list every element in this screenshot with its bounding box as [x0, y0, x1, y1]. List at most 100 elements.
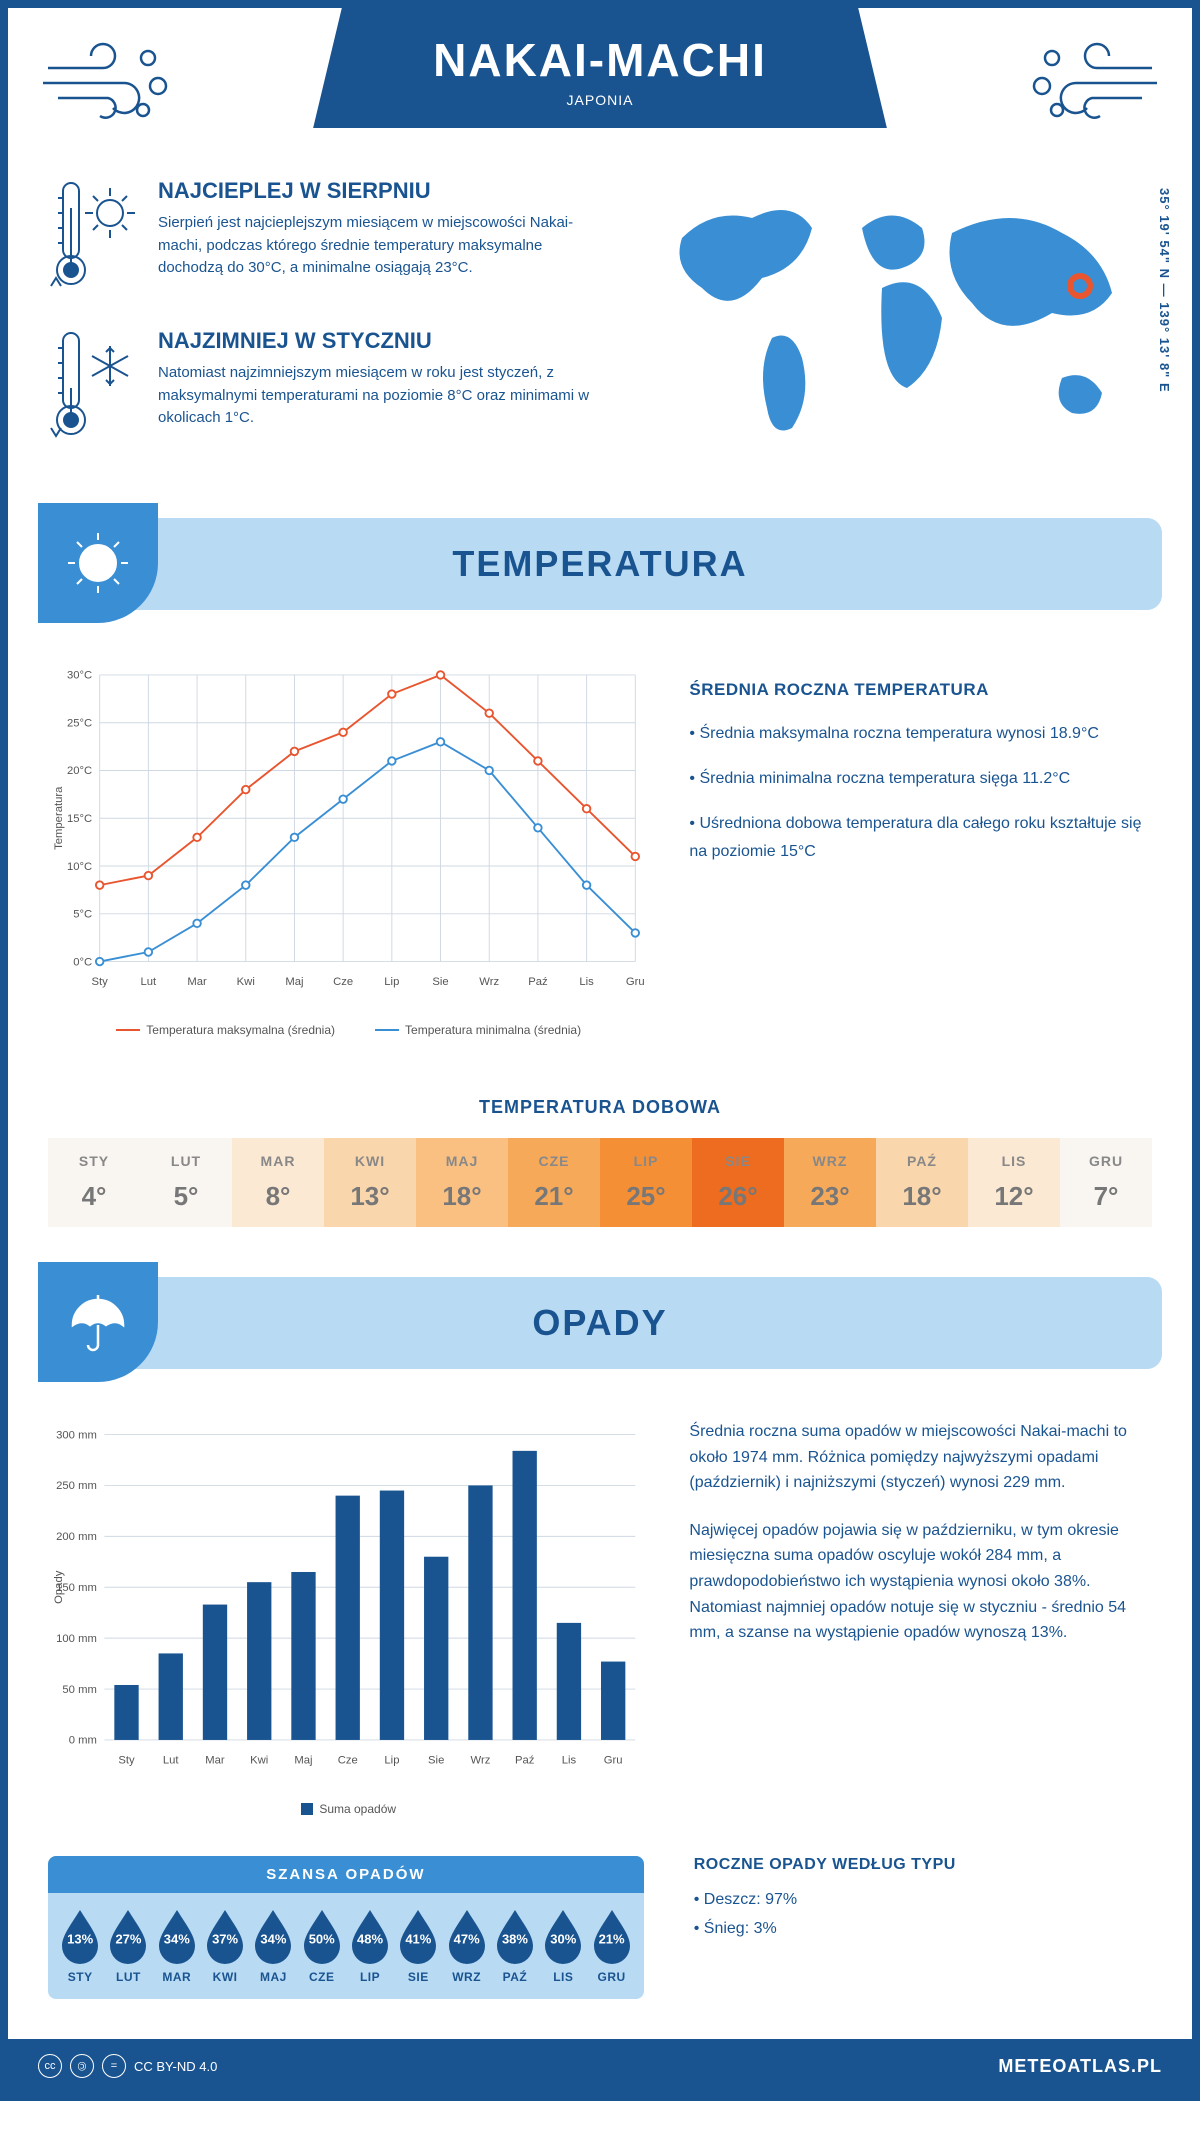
daily-cell: STY4° [48, 1138, 140, 1227]
temp-info-title: ŚREDNIA ROCZNA TEMPERATURA [689, 680, 1152, 700]
header: NAKAI-MACHI JAPONIA [8, 8, 1192, 168]
world-map [632, 178, 1152, 458]
chance-cell: 34%MAR [153, 1908, 201, 1984]
svg-text:Lut: Lut [141, 976, 158, 988]
daily-cell: CZE21° [508, 1138, 600, 1227]
svg-text:0°C: 0°C [73, 956, 92, 968]
daily-cell: MAR8° [232, 1138, 324, 1227]
svg-text:Mar: Mar [187, 976, 207, 988]
svg-text:Opady: Opady [53, 1570, 65, 1604]
page-subtitle: JAPONIA [433, 92, 767, 108]
page-title: NAKAI-MACHI [433, 33, 767, 87]
precip-legend: Suma opadów [48, 1802, 649, 1816]
chance-cell: 38%PAŹ [491, 1908, 539, 1984]
svg-text:25°C: 25°C [67, 717, 92, 729]
intro-section: NAJCIEPLEJ W SIERPNIU Sierpień jest najc… [8, 168, 1192, 518]
temperature-title: TEMPERATURA [78, 543, 1122, 585]
cc-icon: cc [38, 2054, 62, 2078]
svg-text:Paź: Paź [528, 976, 548, 988]
temperature-line-chart: 0°C5°C10°C15°C20°C25°C30°CStyLutMarKwiMa… [48, 650, 649, 1010]
warm-block: NAJCIEPLEJ W SIERPNIU Sierpień jest najc… [48, 178, 592, 298]
precipitation-bar-chart: 0 mm50 mm100 mm150 mm200 mm250 mm300 mmS… [48, 1409, 649, 1789]
chance-title: SZANSA OPADÓW [48, 1856, 644, 1893]
chance-cell: 13%STY [56, 1908, 104, 1984]
svg-text:300 mm: 300 mm [56, 1429, 97, 1441]
by-icon: 🄯 [70, 2054, 94, 2078]
temp-bullet: • Średnia maksymalna roczna temperatura … [689, 720, 1152, 747]
svg-text:Lut: Lut [163, 1754, 180, 1766]
temperature-header: TEMPERATURA [38, 518, 1162, 610]
chance-cell: 37%KWI [201, 1908, 249, 1984]
daily-cell: SIE26° [692, 1138, 784, 1227]
precipitation-info: Średnia roczna suma opadów w miejscowośc… [689, 1409, 1152, 1816]
thermometer-snow-icon [48, 328, 138, 448]
svg-text:50 mm: 50 mm [62, 1684, 96, 1696]
svg-text:10°C: 10°C [67, 861, 92, 873]
nd-icon: = [102, 2054, 126, 2078]
precipitation-title: OPADY [78, 1302, 1122, 1344]
title-banner: NAKAI-MACHI JAPONIA [313, 8, 887, 128]
map-block: 35° 19' 54" N — 139° 13' 8" E [632, 178, 1152, 478]
svg-text:200 mm: 200 mm [56, 1531, 97, 1543]
precip-type-panel: ROCZNE OPADY WEDŁUG TYPU • Deszcz: 97%• … [694, 1856, 1152, 1999]
svg-text:Sie: Sie [428, 1754, 444, 1766]
svg-text:250 mm: 250 mm [56, 1480, 97, 1492]
svg-text:Gru: Gru [626, 976, 645, 988]
warm-text: Sierpień jest najcieplejszym miesiącem w… [158, 212, 592, 280]
warm-title: NAJCIEPLEJ W SIERPNIU [158, 178, 592, 204]
wind-icon-right [1022, 38, 1162, 128]
chance-cell: 48%LIP [346, 1908, 394, 1984]
temp-bullet: • Uśredniona dobowa temperatura dla całe… [689, 810, 1152, 864]
temperature-info: ŚREDNIA ROCZNA TEMPERATURA • Średnia mak… [689, 650, 1152, 1037]
svg-text:Lis: Lis [579, 976, 594, 988]
svg-text:Cze: Cze [338, 1754, 358, 1766]
svg-text:Lip: Lip [384, 976, 399, 988]
license-text: CC BY-ND 4.0 [134, 2059, 217, 2074]
sun-section-icon [38, 503, 158, 623]
license-block: cc 🄯 = CC BY-ND 4.0 [38, 2054, 217, 2078]
svg-text:100 mm: 100 mm [56, 1633, 97, 1645]
svg-text:Maj: Maj [285, 976, 303, 988]
temp-legend: Temperatura maksymalna (średnia) Tempera… [48, 1023, 649, 1037]
svg-text:Sty: Sty [92, 976, 109, 988]
thermometer-sun-icon [48, 178, 138, 298]
svg-text:0 mm: 0 mm [69, 1735, 97, 1747]
chance-cell: 21%GRU [587, 1908, 635, 1984]
chance-cell: 34%MAJ [249, 1908, 297, 1984]
precip-chance-panel: SZANSA OPADÓW 13%STY27%LUT34%MAR37%KWI34… [48, 1856, 644, 1999]
svg-text:Kwi: Kwi [250, 1754, 268, 1766]
precip-type-title: ROCZNE OPADY WEDŁUG TYPU [694, 1856, 1152, 1874]
svg-text:Lis: Lis [562, 1754, 577, 1766]
svg-text:30°C: 30°C [67, 670, 92, 682]
daily-cell: PAŹ18° [876, 1138, 968, 1227]
chance-cell: 41%SIE [394, 1908, 442, 1984]
svg-text:Cze: Cze [333, 976, 353, 988]
svg-text:Paź: Paź [515, 1754, 535, 1766]
chance-cell: 47%WRZ [443, 1908, 491, 1984]
svg-text:Temperatura: Temperatura [53, 786, 65, 850]
daily-cell: MAJ18° [416, 1138, 508, 1227]
svg-text:Mar: Mar [205, 1754, 225, 1766]
precip-type-line: • Śnieg: 3% [694, 1915, 1152, 1944]
svg-text:Kwi: Kwi [237, 976, 255, 988]
svg-text:20°C: 20°C [67, 765, 92, 777]
svg-text:Wrz: Wrz [479, 976, 499, 988]
daily-cell: LIS12° [968, 1138, 1060, 1227]
temp-bullet: • Średnia minimalna roczna temperatura s… [689, 765, 1152, 792]
chance-cell: 50%CZE [298, 1908, 346, 1984]
daily-cell: GRU7° [1060, 1138, 1152, 1227]
precip-text-2: Najwięcej opadów pojawia się w październ… [689, 1518, 1152, 1646]
svg-text:5°C: 5°C [73, 909, 92, 921]
daily-cell: WRZ23° [784, 1138, 876, 1227]
cold-title: NAJZIMNIEJ W STYCZNIU [158, 328, 592, 354]
daily-cell: KWI13° [324, 1138, 416, 1227]
precip-text-1: Średnia roczna suma opadów w miejscowośc… [689, 1419, 1152, 1496]
precip-type-line: • Deszcz: 97% [694, 1886, 1152, 1915]
svg-text:Sie: Sie [432, 976, 448, 988]
cold-block: NAJZIMNIEJ W STYCZNIU Natomiast najzimni… [48, 328, 592, 448]
daily-temp-table: STY4°LUT5°MAR8°KWI13°MAJ18°CZE21°LIP25°S… [48, 1138, 1152, 1227]
daily-cell: LIP25° [600, 1138, 692, 1227]
umbrella-section-icon [38, 1262, 158, 1382]
svg-text:Wrz: Wrz [471, 1754, 491, 1766]
daily-cell: LUT5° [140, 1138, 232, 1227]
